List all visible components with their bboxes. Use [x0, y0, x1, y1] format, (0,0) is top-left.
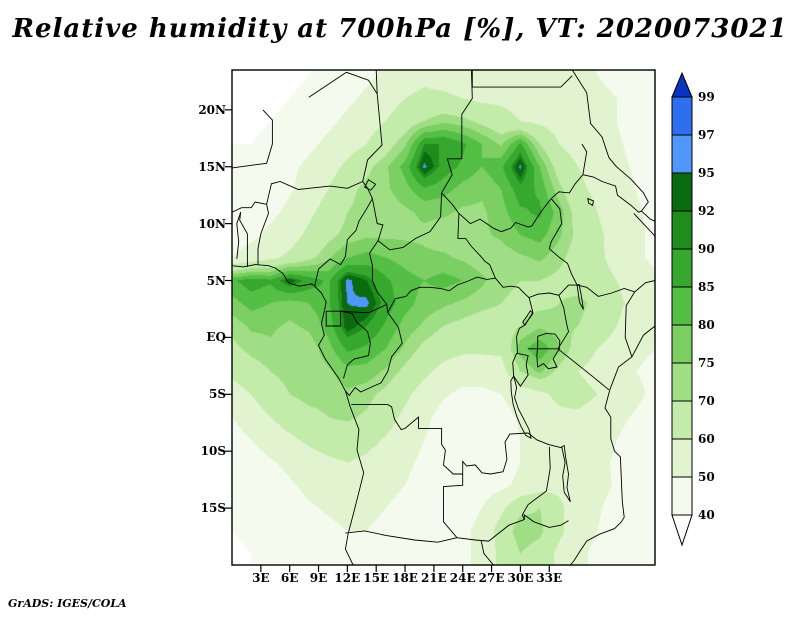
- colorbar-tick-label: 50: [698, 470, 715, 484]
- lon-tick-label: 9E: [309, 571, 328, 585]
- lon-tick-label: 15E: [363, 571, 390, 585]
- colorbar-tick-label: 70: [698, 394, 715, 408]
- colorbar-segment: [671, 438, 693, 478]
- lat-tick-label: 20N: [198, 102, 226, 117]
- lat-tick-label: 5N: [206, 273, 226, 288]
- lon-tick-label: 3E: [252, 571, 270, 585]
- colorbar-tick-label: 75: [698, 356, 715, 370]
- colorbar-arrow-bottom: [671, 514, 693, 547]
- grads-credit: GrADS: IGES/COLA: [8, 597, 127, 610]
- colorbar-segment: [671, 286, 693, 326]
- colorbar-tick-label: 80: [698, 318, 715, 332]
- colorbar-tick-label: 60: [698, 432, 715, 446]
- lon-tick-label: 21E: [420, 571, 447, 585]
- lat-tick-label: 10N: [198, 216, 226, 231]
- humidity-shaded-field: [232, 70, 655, 565]
- lon-tick-label: 33E: [536, 571, 563, 585]
- colorbar-tick-label: 97: [698, 128, 715, 142]
- colorbar-segment: [671, 400, 693, 440]
- lon-tick-label: 6E: [280, 571, 299, 585]
- lon-tick-label: 27E: [478, 571, 505, 585]
- colorbar-segment: [671, 324, 693, 364]
- colorbar-segment: [671, 210, 693, 250]
- lon-tick-label: 18E: [392, 571, 418, 585]
- plot-title: Relative humidity at 700hPa [%], VT: 202…: [12, 14, 788, 44]
- colorbar-segment: [671, 172, 693, 212]
- colorbar-segment: [671, 476, 693, 516]
- colorbar-segment: [671, 96, 693, 136]
- colorbar-arrow-top: [671, 71, 693, 98]
- lat-tick-label: 15S: [200, 501, 226, 516]
- colorbar-tick-label: 95: [698, 166, 715, 180]
- colorbar-tick-label: 90: [698, 242, 715, 256]
- colorbar-tick-label: 99: [698, 90, 715, 104]
- colorbar-tick-label: 92: [698, 204, 715, 218]
- colorbar-segment: [671, 248, 693, 288]
- colorbar-tick-label: 40: [698, 508, 715, 522]
- lat-tick-label: 5S: [208, 387, 226, 402]
- lon-tick-label: 24E: [449, 571, 476, 585]
- lon-tick-label: 30E: [507, 571, 534, 585]
- colorbar-tick-label: 85: [698, 280, 715, 294]
- lon-tick-label: 12E: [334, 571, 361, 585]
- colorbar-segment: [671, 134, 693, 174]
- lat-tick-label: EQ: [206, 330, 226, 345]
- lat-tick-label: 10S: [200, 444, 226, 459]
- lat-tick-label: 15N: [198, 159, 226, 174]
- colorbar-segment: [671, 362, 693, 402]
